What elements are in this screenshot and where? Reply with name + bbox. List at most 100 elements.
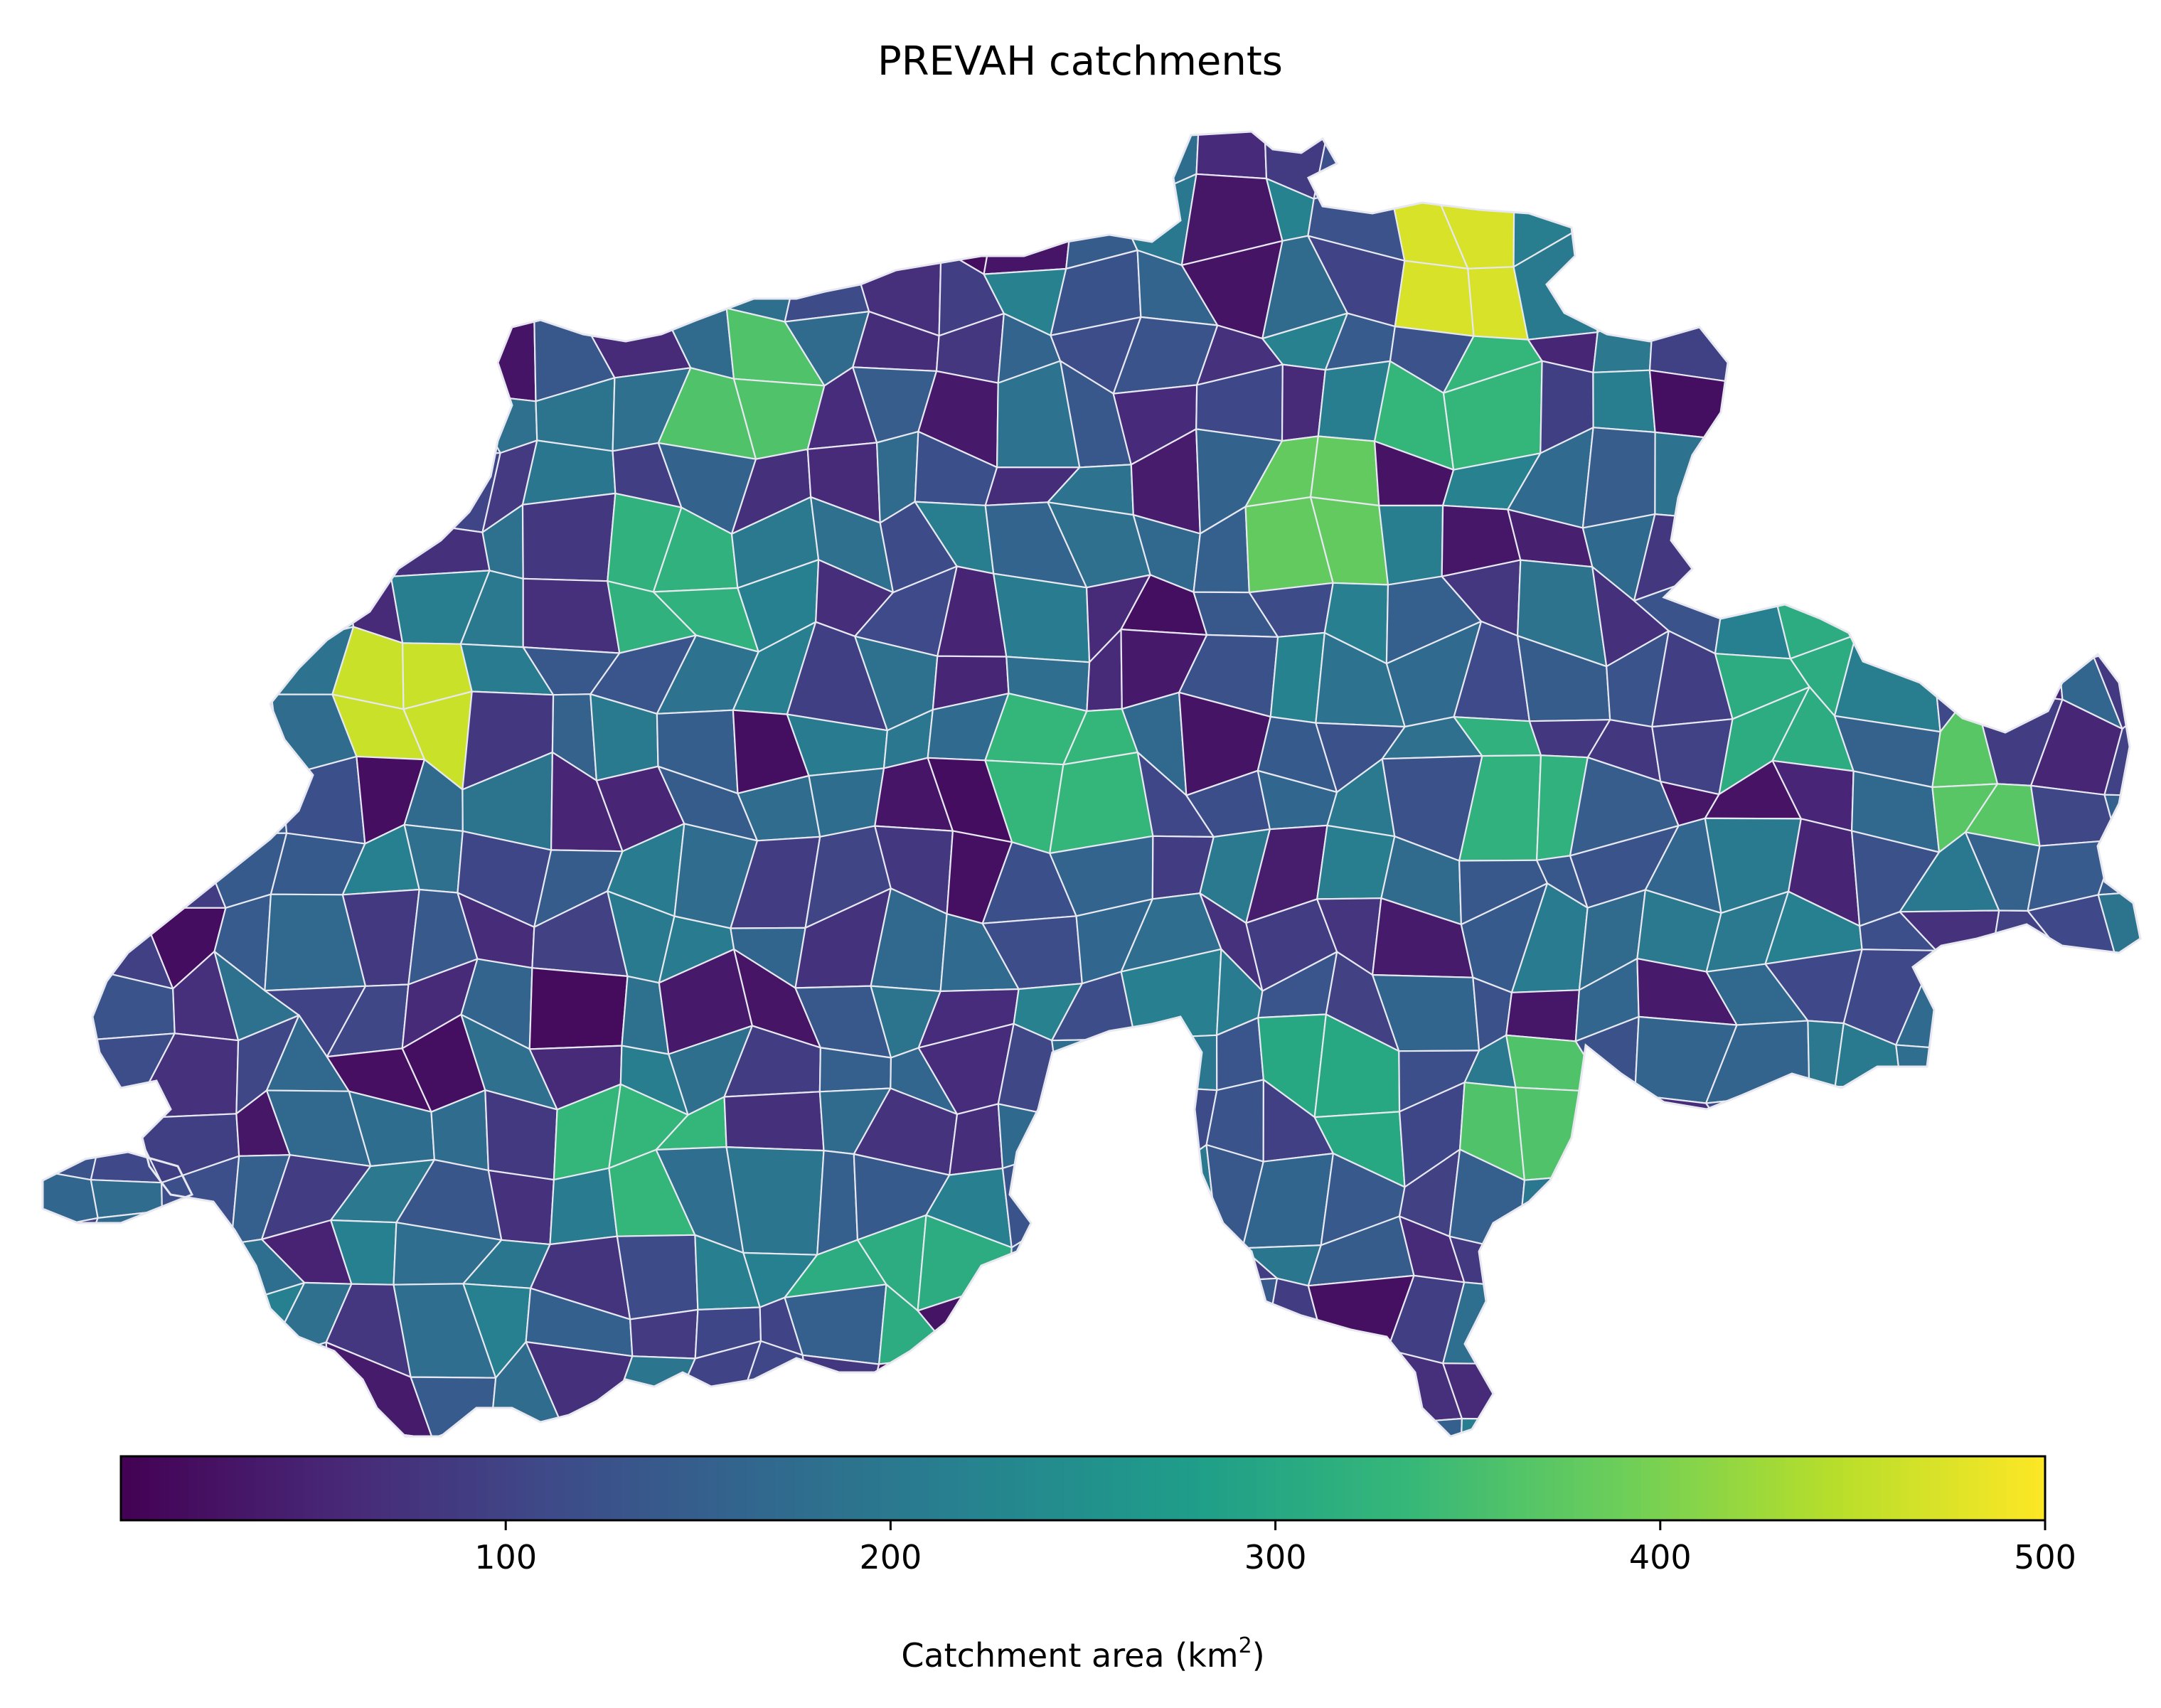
colorbar-segment — [967, 1456, 978, 1520]
colorbar-segment — [1083, 1456, 1094, 1520]
colorbar-segment — [775, 1456, 786, 1520]
colorbar-segment — [1574, 1456, 1584, 1520]
catchment — [1897, 1294, 1995, 1387]
catchment — [853, 132, 959, 185]
catchment — [134, 693, 233, 792]
catchment — [528, 967, 629, 1050]
catchment — [616, 1234, 699, 1320]
colorbar-segment — [284, 1456, 295, 1520]
colorbar-segment — [428, 1456, 439, 1520]
catchment — [1912, 378, 1999, 457]
colorbar-segment — [245, 1456, 257, 1520]
catchment — [402, 132, 488, 201]
colorbar-segment — [457, 1456, 469, 1520]
catchment — [198, 489, 296, 578]
colorbar-segment — [370, 1456, 382, 1520]
catchment — [1714, 1358, 1811, 1428]
colorbar-segment — [842, 1456, 853, 1520]
colorbar-segment — [1948, 1456, 1960, 1520]
catchment — [2097, 300, 2140, 405]
colorbar-segment — [1920, 1456, 1931, 1520]
catchment — [347, 132, 415, 201]
catchment — [1440, 132, 1527, 207]
catchment — [75, 366, 145, 442]
catchment — [1121, 1352, 1212, 1434]
catchment — [1855, 402, 1923, 457]
catchment — [478, 132, 546, 175]
colorbar-segment — [678, 1456, 690, 1520]
catchment — [2037, 1409, 2118, 1436]
catchment — [1861, 1357, 1936, 1436]
colorbar-segment — [1266, 1456, 1276, 1520]
catchment — [1505, 989, 1580, 1042]
colorbar-segment — [169, 1456, 180, 1520]
colorbar-segment — [1439, 1456, 1450, 1520]
catchment — [723, 1091, 825, 1152]
colorbar-segment — [1814, 1456, 1825, 1520]
colorbar-segment — [1102, 1456, 1113, 1520]
colorbar-segment — [784, 1456, 796, 1520]
catchment — [543, 132, 619, 175]
colorbar-segment — [496, 1456, 507, 1520]
catchment — [1311, 1348, 1397, 1428]
colorbar-segment — [1160, 1456, 1170, 1520]
colorbar-segment — [880, 1456, 892, 1520]
colorbar-segment — [1583, 1456, 1594, 1520]
catchment — [70, 1372, 147, 1436]
colorbar-segment — [400, 1456, 410, 1520]
catchment — [2025, 424, 2114, 531]
catchment — [1574, 1346, 1672, 1436]
colorbar-segment — [361, 1456, 372, 1520]
catchment — [1774, 388, 1872, 450]
catchment — [2096, 500, 2140, 597]
catchment — [1968, 1357, 2055, 1432]
colorbar-segment — [1978, 1456, 1988, 1520]
catchment — [390, 524, 491, 577]
colorbar-segment — [1448, 1456, 1459, 1520]
catchment — [2095, 1173, 2140, 1242]
colorbar-frame — [119, 1455, 2047, 1522]
catchment — [1974, 1081, 2063, 1188]
colorbar-segment — [1169, 1456, 1180, 1520]
catchment — [142, 621, 213, 700]
catchment — [725, 132, 828, 209]
catchment — [1109, 1282, 1189, 1384]
catchment — [281, 755, 366, 845]
catchment — [396, 388, 501, 459]
colorbar-tick-label: 200 — [859, 1538, 922, 1576]
catchment — [63, 587, 144, 668]
colorbar-segment — [1323, 1456, 1334, 1520]
colorbar-segment — [553, 1456, 565, 1520]
colorbar-segment — [1429, 1456, 1440, 1520]
catchment — [43, 248, 94, 319]
colorbar-segment — [380, 1456, 391, 1520]
colorbar-segment — [1785, 1456, 1796, 1520]
catchment — [83, 174, 142, 250]
colorbar-segment — [1593, 1456, 1604, 1520]
catchment — [1187, 1373, 1270, 1430]
catchment — [1049, 1152, 1148, 1239]
catchment — [43, 1035, 110, 1104]
catchment — [1793, 230, 1866, 331]
catchment — [94, 851, 142, 909]
colorbar-segment — [852, 1456, 863, 1520]
colorbar-segment — [1371, 1456, 1382, 1520]
map-title: PREVAH catchments — [877, 38, 1283, 85]
catchment — [2036, 177, 2129, 243]
catchment — [661, 164, 751, 264]
colorbar-segment — [1063, 1456, 1074, 1520]
catchment — [2108, 1306, 2140, 1370]
catchment — [674, 132, 742, 187]
catchment — [145, 1279, 215, 1374]
catchment — [1972, 647, 2064, 700]
catchment — [398, 322, 491, 395]
colorbar-segment — [1631, 1456, 1642, 1520]
catchment — [1921, 428, 1990, 511]
catchment — [267, 489, 365, 570]
catchment — [405, 257, 492, 338]
catchment — [215, 234, 274, 330]
catchment — [1576, 1222, 1668, 1320]
catchment — [326, 376, 400, 459]
catchment — [43, 185, 87, 253]
catchment — [1517, 1172, 1614, 1253]
